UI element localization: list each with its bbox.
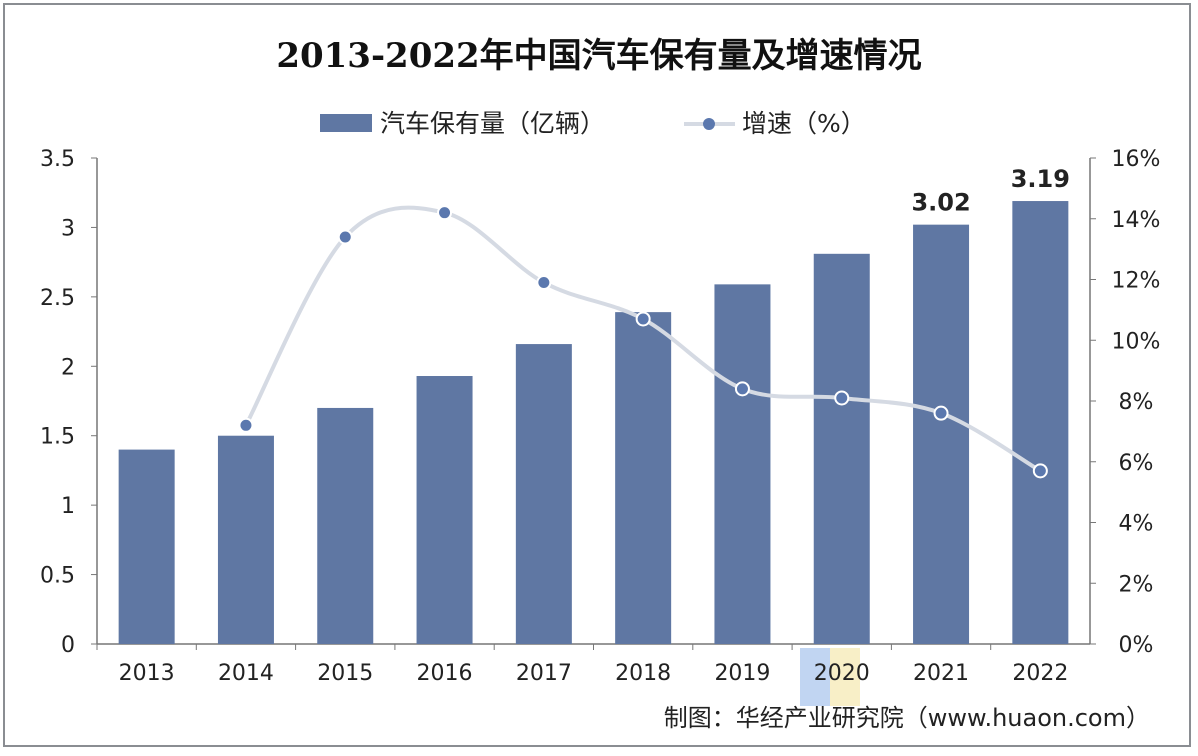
right-tick-label: 14% — [1112, 208, 1161, 233]
bar-2017 — [515, 344, 572, 644]
right-tick-label: 6% — [1119, 451, 1154, 476]
bar-2019 — [714, 284, 771, 644]
right-tick-label: 12% — [1112, 269, 1161, 294]
left-tick-label: 1 — [61, 494, 75, 519]
bar-2020 — [813, 253, 870, 644]
x-tick-label: 2014 — [218, 661, 274, 686]
x-tick-label: 2016 — [417, 661, 473, 686]
legend-bar-label: 汽车保有量（亿辆） — [380, 109, 605, 138]
growth-point — [635, 311, 651, 327]
right-tick-label: 4% — [1119, 512, 1154, 537]
bar-data-label: 3.19 — [1011, 165, 1070, 193]
left-tick-label: 3.5 — [40, 147, 75, 172]
chart-title: 2013-2022年中国汽车保有量及增速情况 — [276, 36, 921, 76]
bar-data-label: 3.02 — [911, 189, 970, 217]
growth-point — [734, 381, 750, 397]
x-tick-label: 2015 — [317, 661, 373, 686]
x-tick-label: 2019 — [714, 661, 770, 686]
chart-frame — [3, 3, 1191, 747]
watermark — [800, 648, 860, 706]
bar-2013 — [118, 449, 175, 644]
watermark-logo-yellow — [830, 648, 860, 706]
left-tick-label: 0.5 — [40, 564, 75, 589]
right-tick-label: 0% — [1119, 633, 1154, 658]
left-tick-label: 0 — [61, 633, 75, 658]
growth-point — [933, 405, 949, 421]
legend-bar-swatch — [320, 114, 372, 132]
bar-2022 — [1012, 201, 1069, 644]
left-tick-label: 3 — [61, 216, 75, 241]
right-tick-label: 16% — [1112, 147, 1161, 172]
growth-point — [437, 205, 453, 221]
right-tick-label: 2% — [1119, 572, 1154, 597]
growth-point — [536, 275, 552, 291]
legend: 汽车保有量（亿辆） 增速（%） — [320, 109, 866, 138]
growth-point — [337, 229, 353, 245]
left-tick-label: 2.5 — [40, 286, 75, 311]
bar-2015 — [317, 407, 374, 644]
x-tick-label: 2022 — [1012, 661, 1068, 686]
watermark-logo-blue — [800, 648, 830, 706]
bar-2018 — [615, 312, 672, 644]
x-tick-label: 2013 — [119, 661, 175, 686]
x-tick-label: 2021 — [913, 661, 969, 686]
right-tick-label: 8% — [1119, 390, 1154, 415]
bar-2021 — [913, 224, 970, 644]
source-note: 制图：华经产业研究院（www.huaon.com） — [664, 704, 1150, 732]
bar-2016 — [416, 376, 473, 644]
growth-point — [834, 390, 850, 406]
x-tick-label: 2017 — [516, 661, 572, 686]
left-tick-label: 2 — [61, 355, 75, 380]
legend-line-label: 增速（%） — [742, 109, 866, 138]
growth-point — [1032, 463, 1048, 479]
bar-2014 — [217, 435, 274, 644]
legend-line-marker — [703, 118, 715, 130]
x-tick-label: 2018 — [615, 661, 671, 686]
left-tick-label: 1.5 — [40, 425, 75, 450]
x-tick-label: 2020 — [814, 661, 870, 686]
growth-point — [238, 417, 254, 433]
right-tick-label: 10% — [1112, 329, 1161, 354]
